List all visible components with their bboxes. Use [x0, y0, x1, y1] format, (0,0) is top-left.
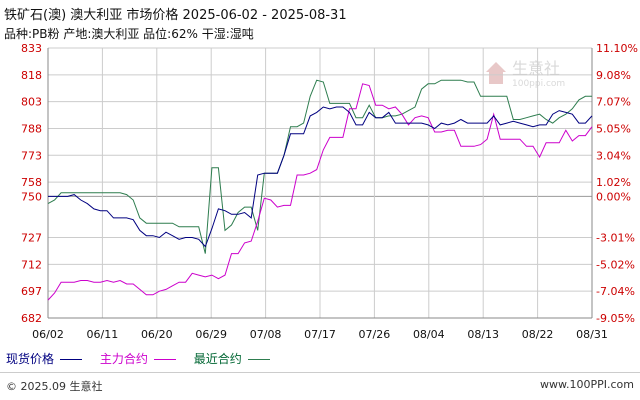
chart-series [47, 79, 593, 301]
y-right-tick-label: 3.04% [596, 149, 631, 162]
y-right-tick-label: -7.04% [596, 285, 635, 298]
footer-url: www.100PPI.com [540, 378, 634, 391]
y-right-tick-label: 0.00% [596, 190, 631, 203]
y-right-tick-label: -9.05% [596, 312, 635, 325]
x-tick-label: 07/08 [250, 328, 282, 341]
legend-swatch-latest [247, 359, 270, 360]
watermark-text: 生意社 [512, 59, 560, 78]
y-right-tick-label: 7.07% [596, 96, 631, 109]
legend-label-main: 主力合约 [99, 352, 148, 366]
x-tick-label: 06/02 [32, 328, 64, 341]
legend-label-latest: 最近合约 [193, 352, 242, 366]
y-right-tick-label: 9.08% [596, 69, 631, 82]
chart-grid [47, 47, 593, 319]
chart-axes [47, 48, 593, 319]
x-tick-label: 08/22 [522, 328, 554, 341]
x-tick-label: 08/31 [576, 328, 608, 341]
chart-subtitle: 品种:PB粉 产地:澳大利亚 品位:62% 干湿:湿吨 [4, 27, 254, 41]
x-tick-label: 06/20 [141, 328, 173, 341]
y-left-tick-label: 712 [21, 258, 42, 271]
x-tick-label: 08/13 [467, 328, 499, 341]
y-left-tick-label: 727 [21, 232, 42, 245]
footer-divider [0, 372, 640, 373]
y-left-tick-label: 682 [21, 312, 42, 325]
legend-label-spot: 现货价格 [6, 352, 55, 366]
chart-title: 铁矿石(澳) 澳大利亚 市场价格 2025-06-02 - 2025-08-31 [4, 8, 347, 23]
y-left-tick-label: 758 [21, 176, 42, 189]
legend-swatch-spot [60, 359, 83, 360]
y-right-tick-label: 1.02% [596, 176, 631, 189]
y-right-tick-label: -3.01% [596, 232, 635, 245]
series-line-latest [47, 79, 592, 254]
chart-ticks: 833 11.10% 818 9.08% 803 7.07% 788 5.05% 773 3.04… [21, 42, 638, 341]
chart-legend: 现货价格 主力合约 最近合约 [6, 350, 284, 367]
y-right-tick-label: 5.05% [596, 122, 631, 135]
x-tick-label: 06/11 [87, 328, 119, 341]
y-right-tick-label: -5.02% [596, 258, 635, 271]
x-tick-label: 07/26 [359, 328, 391, 341]
series-line-main [47, 83, 593, 301]
y-left-tick-label: 833 [21, 42, 42, 55]
legend-item-spot: 现货价格 [6, 350, 83, 367]
y-left-tick-label: 788 [21, 122, 42, 135]
footer-copyright: © 2025.09 生意社 [6, 380, 103, 393]
y-left-tick-label: 818 [21, 69, 42, 82]
y-left-tick-label: 750 [21, 190, 42, 203]
x-tick-label: 07/17 [304, 328, 336, 341]
legend-item-latest: 最近合约 [194, 350, 270, 367]
series-line-spot [48, 106, 593, 248]
watermark-url: 100ppi.com [512, 79, 565, 89]
y-left-tick-label: 697 [21, 285, 42, 298]
watermark-roof-shape [486, 62, 506, 72]
y-left-tick-label: 803 [21, 96, 42, 109]
x-tick-label: 08/04 [413, 328, 445, 341]
x-tick-label: 06/29 [195, 328, 227, 341]
legend-swatch-main [153, 359, 176, 360]
y-right-tick-label: 11.10% [596, 42, 638, 55]
y-left-tick-label: 773 [21, 149, 42, 162]
legend-item-main: 主力合约 [100, 350, 176, 367]
